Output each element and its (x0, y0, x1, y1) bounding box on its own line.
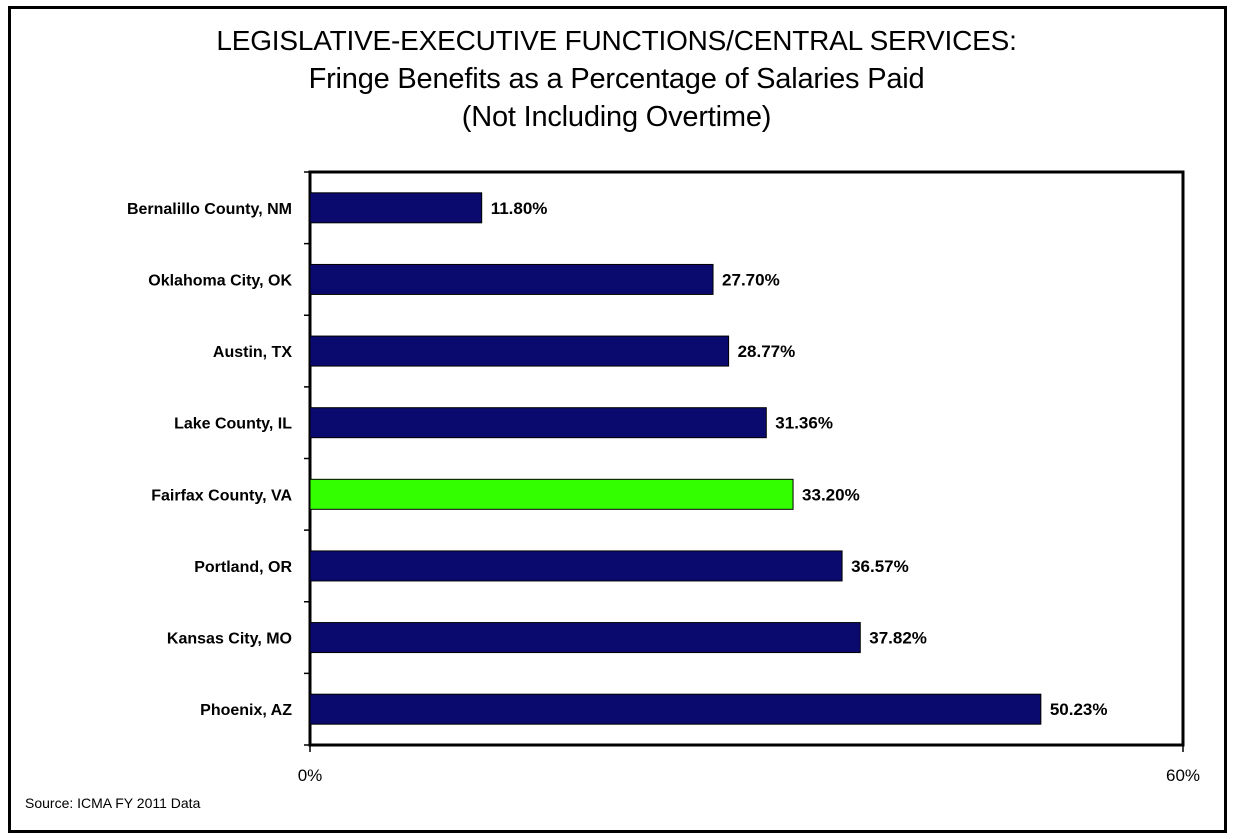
bar-5 (309, 550, 843, 582)
category-label: Portland, OR (194, 559, 292, 576)
plot-area-border (308, 170, 1185, 747)
data-label: 27.70% (722, 270, 780, 289)
bar-6 (309, 622, 861, 654)
chart-subtitle: Fringe Benefits as a Percentage of Salar… (308, 63, 925, 95)
bar-1 (309, 263, 714, 295)
category-label: Austin, TX (213, 344, 292, 361)
source-note: Source: ICMA FY 2011 Data (25, 795, 201, 811)
data-label: 50.23% (1050, 700, 1108, 719)
category-label: Kansas City, MO (167, 631, 292, 648)
category-label: Bernalillo County, NM (127, 201, 292, 218)
data-label: 31.36% (775, 414, 833, 433)
data-label: 11.80% (491, 199, 548, 218)
chart-subtitle-note: (Not Including Overtime) (461, 101, 772, 133)
title-block: LEGISLATIVE-EXECUTIVE FUNCTIONS/CENTRAL … (0, 22, 1233, 136)
data-label: 33.20% (802, 485, 860, 504)
category-label: Oklahoma City, OK (148, 272, 292, 289)
chart-title: LEGISLATIVE-EXECUTIVE FUNCTIONS/CENTRAL … (216, 25, 1017, 56)
bar-4 (309, 478, 794, 510)
bar-2 (309, 335, 730, 367)
x-tick-label: 60% (1166, 766, 1200, 785)
bar-3 (309, 407, 767, 439)
data-label: 28.77% (738, 342, 796, 361)
x-tick-label: 0% (298, 766, 323, 785)
data-label: 37.82% (869, 629, 927, 648)
bar-7 (309, 693, 1042, 725)
category-label: Phoenix, AZ (200, 702, 292, 719)
data-label: 36.57% (851, 557, 909, 576)
category-label: Lake County, IL (174, 416, 292, 433)
category-label: Fairfax County, VA (151, 487, 292, 504)
bar-0 (309, 192, 483, 224)
